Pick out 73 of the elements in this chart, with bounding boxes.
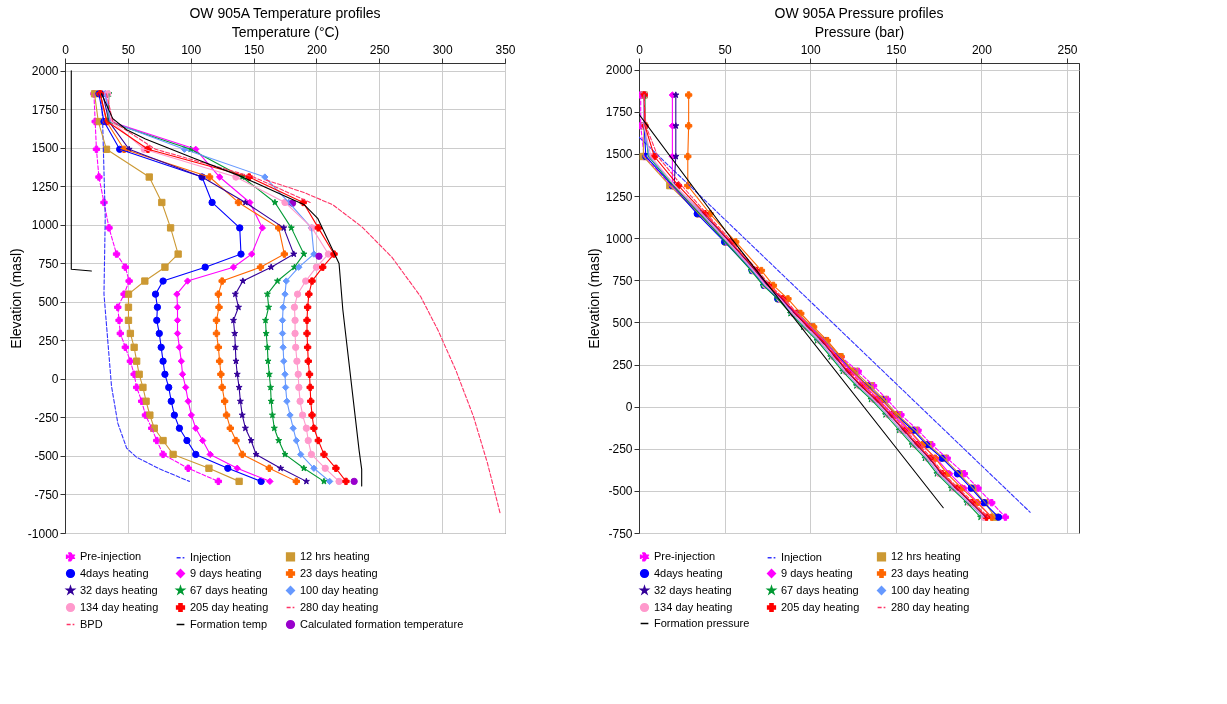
legend-label: 280 day heating [300, 600, 379, 613]
legend-label: Formation pressure [654, 616, 750, 629]
x-tick-label: 300 [432, 42, 453, 57]
legend-label: 205 day heating [781, 600, 860, 613]
legend-label: 134 day heating [654, 600, 733, 613]
legend-label: BPD [80, 617, 103, 630]
y-tick-label: 2000 [31, 64, 59, 79]
y-tick-label: -750 [34, 487, 59, 502]
legend-label: 32 days heating [80, 583, 158, 596]
legend-label: Pre-injection [80, 549, 142, 562]
y-tick-label: 1250 [605, 189, 633, 204]
x-tick-label: 100 [800, 42, 822, 57]
y-tick-label: 0 [51, 372, 59, 387]
x-tick-label: 150 [886, 42, 907, 57]
y-tick-label: 500 [38, 295, 59, 310]
y-tick-label: -750 [608, 526, 633, 541]
legend-label: Injection [190, 550, 231, 563]
y-tick-label: -1000 [27, 526, 59, 541]
legend-label: Injection [781, 550, 822, 563]
y-tick-label: 500 [612, 315, 633, 330]
x-tick-label: 150 [244, 42, 265, 57]
x-axis-title: Temperature (°C) [231, 23, 340, 40]
y-tick-label: 1750 [31, 102, 59, 117]
y-tick-label: -250 [34, 410, 59, 425]
legend-label: Formation temp [190, 617, 268, 630]
y-tick-label: 1500 [605, 147, 633, 162]
legend-label: 4days heating [654, 566, 723, 579]
legend-label: 205 day heating [190, 600, 269, 613]
y-axis-title: Elevation (masl) [585, 248, 602, 349]
legend-label: 32 days heating [654, 583, 732, 596]
legend-label: Calculated formation temperature [300, 617, 464, 630]
legend-label: 67 days heating [190, 583, 268, 596]
x-tick-label: 200 [971, 42, 993, 57]
y-tick-label: -250 [608, 442, 633, 457]
y-tick-label: 750 [612, 273, 633, 288]
legend-label: 12 hrs heating [891, 549, 961, 562]
y-tick-label: 1000 [605, 231, 633, 246]
x-tick-label: 0 [62, 42, 70, 57]
chart-title: OW 905A Temperature profiles [189, 5, 381, 21]
y-tick-label: -500 [34, 449, 59, 464]
x-tick-label: 250 [369, 42, 391, 57]
x-tick-label: 50 [121, 42, 136, 57]
y-tick-label: 0 [625, 400, 633, 415]
legend-label: 23 days heating [891, 566, 969, 579]
y-tick-label: 250 [38, 333, 59, 348]
legend-label: 100 day heating [300, 583, 379, 596]
legend-label: 4days heating [80, 566, 149, 579]
y-tick-label: 1000 [31, 218, 59, 233]
y-tick-label: 1250 [31, 179, 59, 194]
y-tick-label: 1750 [605, 105, 633, 120]
x-tick-label: 350 [495, 42, 516, 57]
legend-label: 23 days heating [300, 566, 378, 579]
x-tick-label: 0 [636, 42, 644, 57]
y-tick-label: 2000 [605, 63, 633, 78]
y-axis-title: Elevation (masl) [7, 248, 24, 349]
legend-label: 9 days heating [190, 566, 262, 579]
x-tick-label: 200 [306, 42, 328, 57]
x-axis-title: Pressure (bar) [814, 23, 905, 40]
legend-label: 67 days heating [781, 583, 859, 596]
legend-label: 9 days heating [781, 566, 853, 579]
chart-title: OW 905A Pressure profiles [774, 5, 944, 21]
y-tick-label: -500 [608, 484, 633, 499]
legend-label: 280 day heating [891, 600, 970, 613]
legend-label: 12 hrs heating [300, 549, 370, 562]
y-tick-label: 250 [612, 358, 633, 373]
legend-label: 100 day heating [891, 583, 970, 596]
x-tick-label: 50 [718, 42, 733, 57]
y-tick-label: 1500 [31, 141, 59, 156]
legend-label: Pre-injection [654, 549, 716, 562]
x-tick-label: 100 [181, 42, 202, 57]
x-tick-label: 250 [1057, 42, 1078, 57]
y-tick-label: 750 [38, 256, 59, 271]
legend-label: 134 day heating [80, 600, 159, 613]
